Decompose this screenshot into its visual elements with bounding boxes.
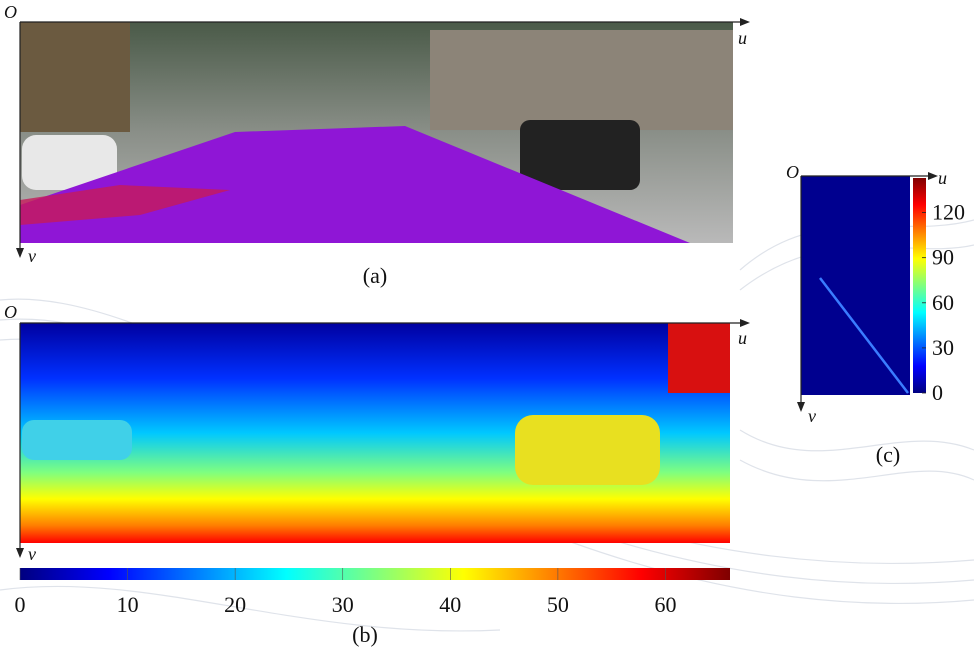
u-axis-label: u: [738, 328, 747, 348]
colorbar-tick-label: 0: [932, 380, 943, 405]
colorbar-tick-label: 60: [932, 290, 954, 315]
colorbar-tick-label: 20: [224, 592, 246, 617]
colorbar-tick-label: 90: [932, 245, 954, 270]
colorbar-tick-label: 30: [932, 335, 954, 360]
colorbar-tick-label: 60: [654, 592, 676, 617]
figure: O u v (a) O u v (b) O u v (c) 0 10 20 30 40 5…: [0, 0, 974, 651]
v-axis-label: v: [28, 246, 36, 266]
disparity-map-b: [20, 323, 730, 543]
colorbar-b: [20, 568, 730, 580]
caption: (b): [352, 622, 378, 647]
u-axis-label: u: [738, 28, 747, 48]
caption: (c): [876, 442, 900, 467]
colorbar-c: [913, 178, 926, 393]
colorbar-tick-label: 0: [15, 592, 26, 617]
colorbar-tick-label: 10: [117, 592, 139, 617]
origin-label: O: [4, 302, 17, 322]
colorbar-tick-label: 50: [547, 592, 569, 617]
v-axis-label: v: [28, 544, 36, 564]
caption: (a): [363, 263, 387, 288]
u-axis-label: u: [938, 168, 947, 188]
v-axis-label: v: [808, 406, 816, 426]
colorbar-tick-label: 30: [332, 592, 354, 617]
page: {"panel_a": {"caption": "(a)", "origin":…: [0, 0, 974, 651]
colorbar-tick-label: 120: [932, 200, 965, 225]
origin-label: O: [786, 162, 799, 182]
origin-label: O: [4, 2, 17, 22]
v-disparity-c: [801, 176, 910, 395]
colorbar-tick-label: 40: [439, 592, 461, 617]
photo-a: [20, 22, 733, 243]
